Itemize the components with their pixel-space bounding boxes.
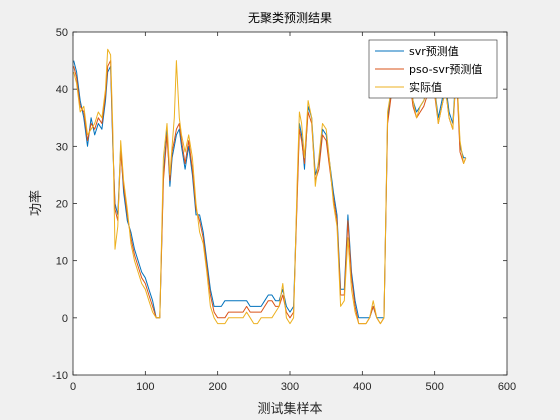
- y-tick-label: 50: [56, 27, 68, 39]
- x-tick-label: 400: [353, 381, 371, 393]
- x-tick-label: 600: [498, 381, 516, 393]
- x-tick-label: 200: [208, 381, 226, 393]
- x-tick-label: 300: [281, 381, 299, 393]
- x-tick-label: 0: [70, 381, 76, 393]
- x-tick-label: 100: [136, 381, 154, 393]
- legend: svr预测值 pso-svr预测值 实际值: [368, 39, 498, 99]
- chart-title: 无聚类预测结果: [248, 11, 332, 25]
- y-axis-label: 功率: [28, 190, 44, 216]
- y-tick-label: 40: [56, 84, 68, 96]
- y-tick-label: -10: [52, 370, 68, 382]
- y-tick-label: 30: [56, 141, 68, 153]
- x-axis-label: 测试集样本: [257, 401, 322, 417]
- y-tick-label: 10: [56, 256, 68, 268]
- y-tick-label: 0: [62, 313, 68, 325]
- legend-label-actual: 实际值: [409, 80, 442, 94]
- x-tick-label: 500: [425, 381, 443, 393]
- legend-label-pso-svr: pso-svr预测值: [409, 63, 482, 76]
- legend-label-svr: svr预测值: [409, 45, 459, 58]
- y-tick-label: 20: [56, 199, 68, 211]
